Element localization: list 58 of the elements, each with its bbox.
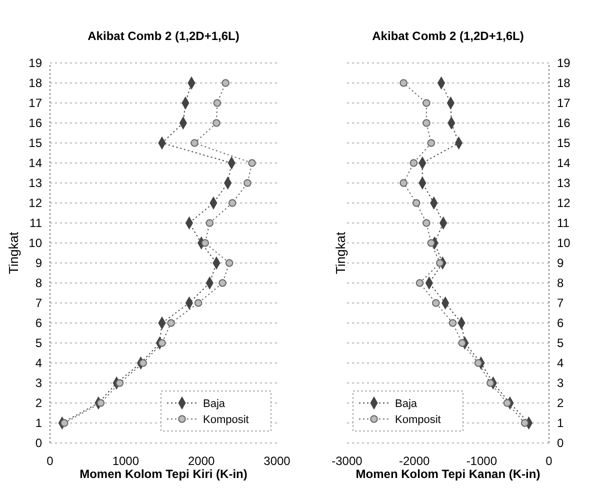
y-axis-title: Tingkat — [6, 232, 21, 274]
y-tick-label: 11 — [557, 216, 570, 230]
x-tick-label: 0 — [46, 454, 54, 468]
y-tick-label: 5 — [35, 336, 42, 350]
y-tick-label: 18 — [28, 76, 42, 90]
y-tick-label: 2 — [557, 396, 564, 410]
legend-label: Komposit — [203, 414, 249, 426]
y-tick-label: 6 — [35, 316, 42, 330]
y-tick-label: 10 — [28, 236, 42, 250]
y-tick-label: 10 — [557, 236, 571, 250]
x-tick-label: -3000 — [332, 454, 363, 468]
x-tick-label: -1000 — [466, 454, 498, 468]
y-tick-label: 7 — [557, 296, 564, 310]
y-tick-label: 18 — [557, 76, 571, 90]
x-axis-title: Momen Kolom Tepi Kiri (K-in) — [80, 467, 248, 481]
y-tick-label: 8 — [557, 276, 564, 290]
y-tick-label: 19 — [557, 56, 571, 70]
y-tick-label: 15 — [557, 136, 571, 150]
x-tick-label: 1000 — [112, 454, 140, 468]
y-tick-label: 11 — [30, 216, 42, 230]
y-tick-label: 0 — [557, 436, 564, 450]
y-tick-label: 19 — [28, 56, 42, 70]
legend-label: Komposit — [395, 414, 441, 426]
y-tick-label: 1 — [35, 416, 42, 430]
y-axis-title: Tingkat — [333, 232, 348, 274]
y-tick-label: 12 — [28, 196, 42, 210]
y-tick-label: 7 — [35, 296, 42, 310]
y-tick-label: 17 — [28, 96, 42, 110]
chart-title: Akibat Comb 2 (1,2D+1,6L) — [372, 29, 524, 43]
legend-label: Baja — [395, 398, 418, 410]
y-tick-label: 12 — [557, 196, 571, 210]
x-tick-label: 0 — [546, 454, 553, 468]
y-tick-label: 16 — [28, 116, 42, 130]
y-tick-label: 14 — [28, 156, 42, 170]
y-tick-label: 4 — [35, 356, 42, 370]
y-tick-label: 9 — [35, 256, 42, 270]
y-tick-label: 3 — [557, 376, 564, 390]
chart-title: Akibat Comb 2 (1,2D+1,6L) — [88, 29, 240, 43]
y-tick-label: 13 — [557, 176, 571, 190]
x-axis-title: Momen Kolom Tepi Kanan (K-in) — [356, 467, 540, 481]
y-tick-label: 13 — [28, 176, 42, 190]
y-tick-label: 0 — [35, 436, 42, 450]
y-tick-label: 2 — [35, 396, 42, 410]
y-tick-label: 9 — [557, 256, 564, 270]
y-tick-label: 1 — [557, 416, 564, 430]
y-tick-label: 3 — [35, 376, 42, 390]
x-tick-label: 2000 — [188, 454, 216, 468]
y-tick-label: 16 — [557, 116, 571, 130]
x-tick-label: -2000 — [398, 454, 430, 468]
legend-label: Baja — [203, 398, 226, 410]
y-tick-label: 5 — [557, 336, 564, 350]
y-tick-label: 14 — [557, 156, 571, 170]
y-tick-label: 17 — [557, 96, 571, 110]
y-tick-label: 4 — [557, 356, 564, 370]
x-tick-label: 3000 — [264, 454, 291, 468]
y-tick-label: 6 — [557, 316, 564, 330]
y-tick-label: 8 — [35, 276, 42, 290]
y-tick-label: 15 — [28, 136, 42, 150]
